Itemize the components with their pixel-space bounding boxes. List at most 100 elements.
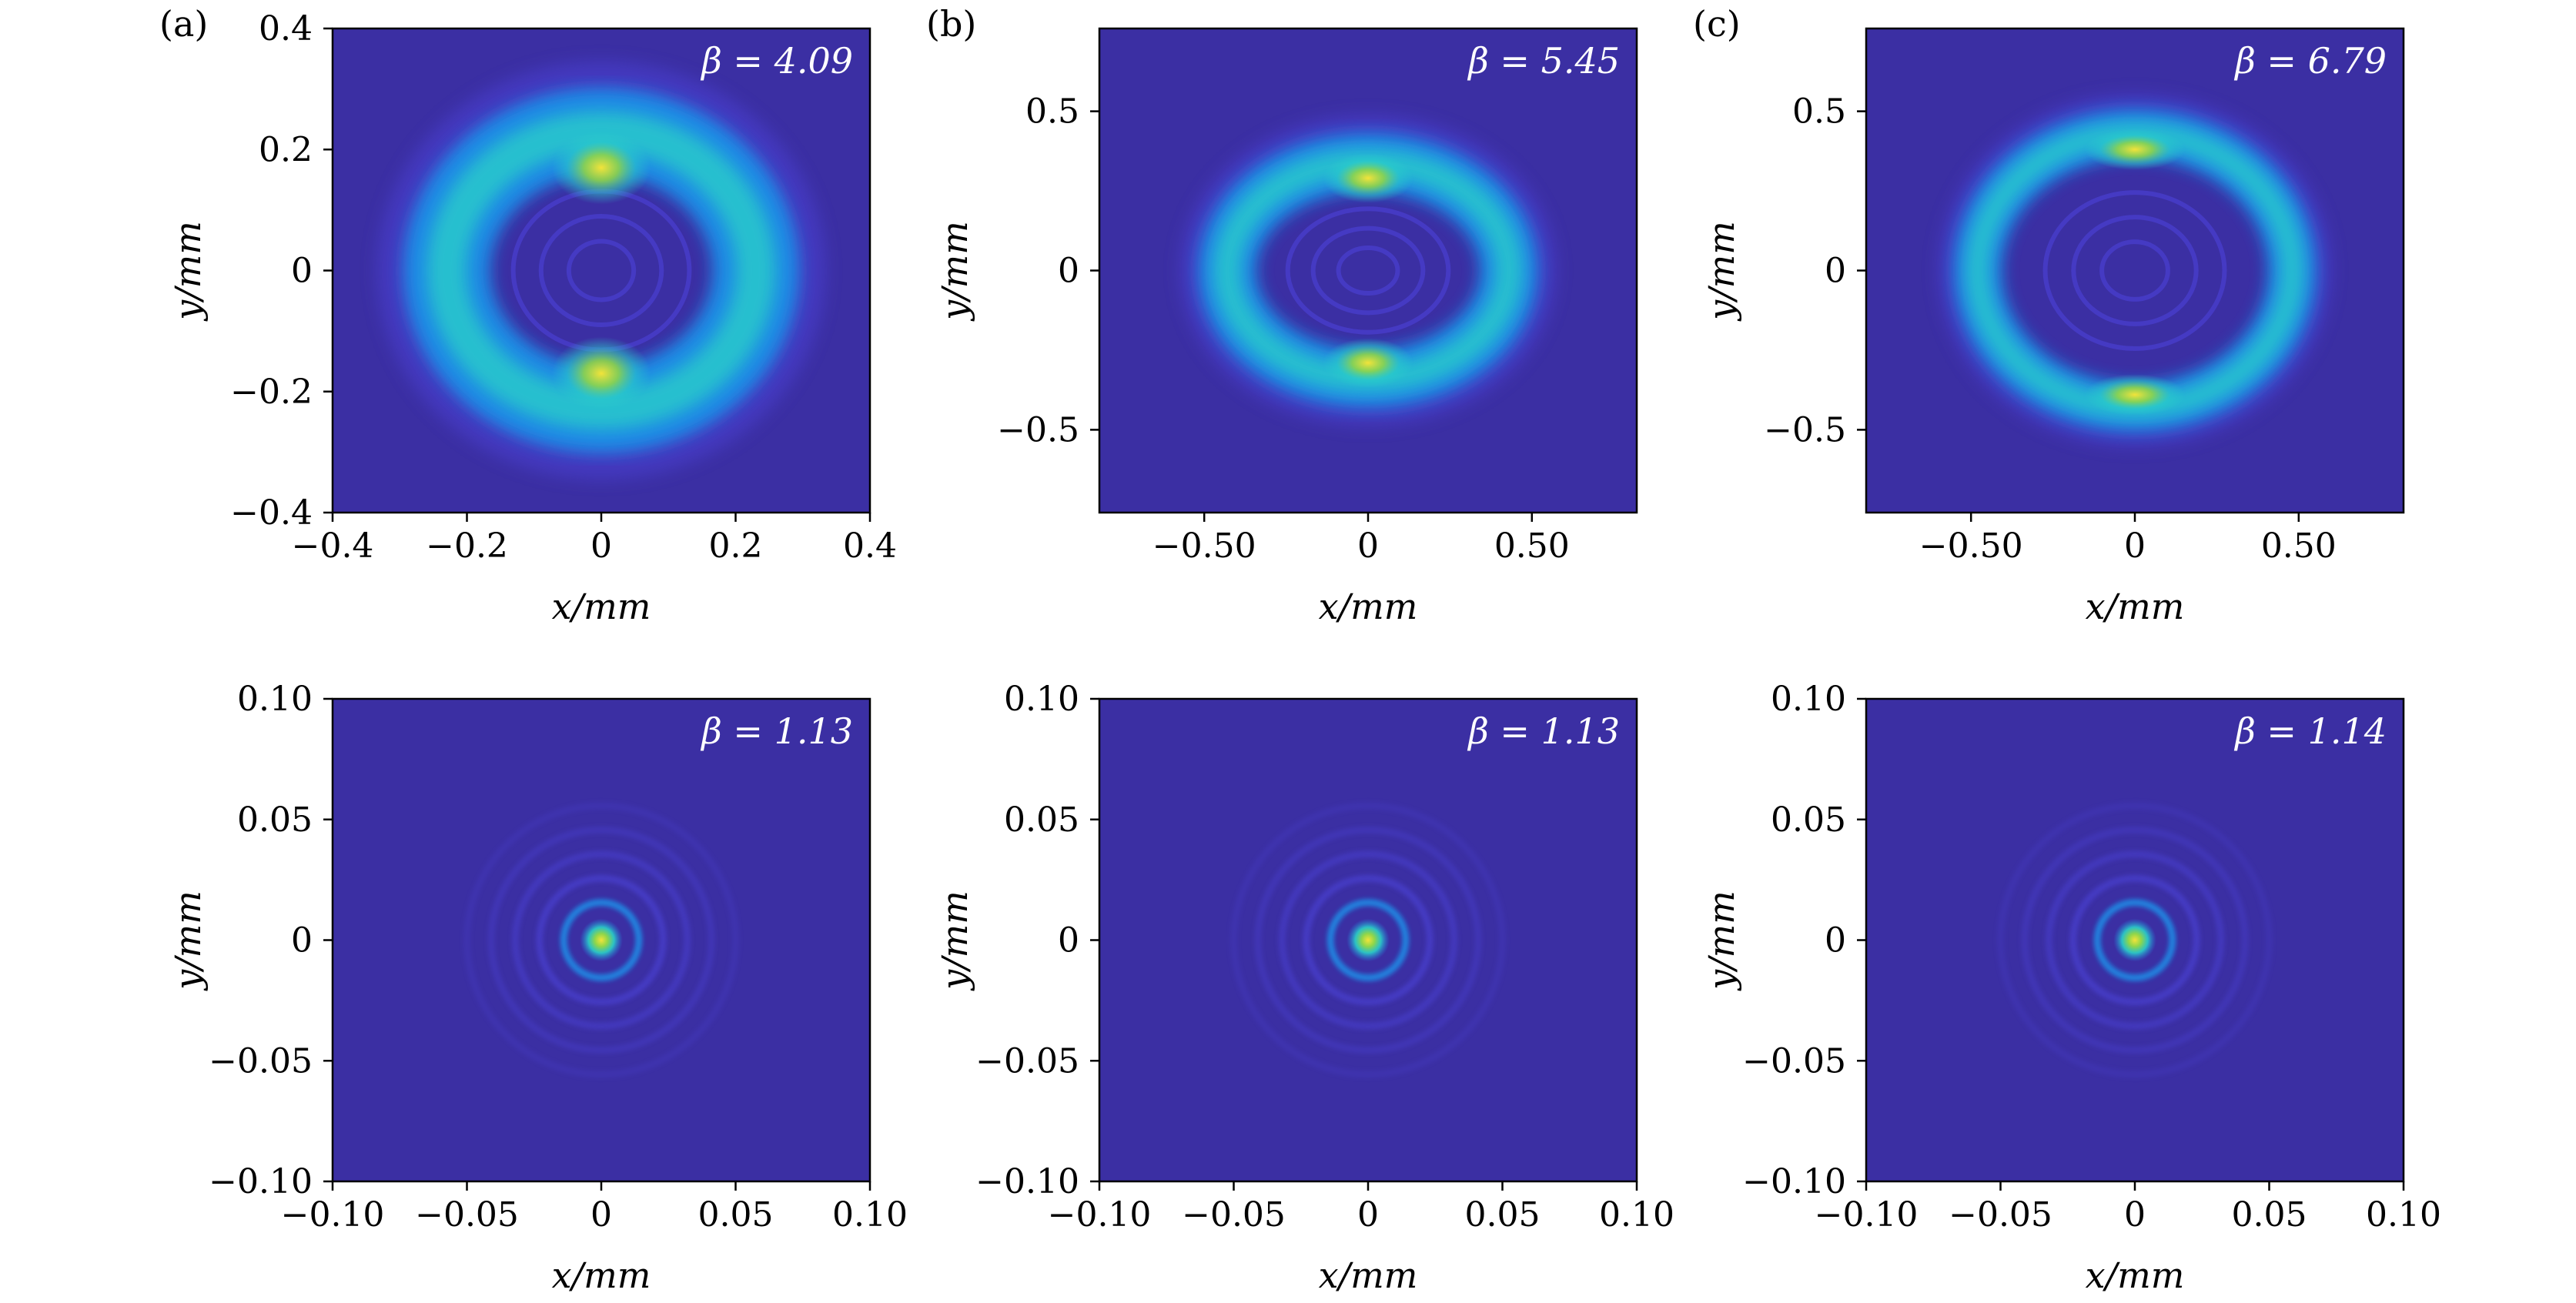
x-tick-label: 0.10 — [1599, 1195, 1674, 1235]
panel-label: (c) — [1693, 3, 1741, 45]
beta-label: β = 5.45 — [1467, 40, 1620, 82]
x-tick-label: 0 — [2124, 1195, 2146, 1235]
airy-core — [580, 918, 623, 962]
y-tick-label: 0.10 — [1771, 680, 1846, 719]
y-tick-label: 0.05 — [1004, 800, 1079, 840]
panel-6: −0.10 −0.05 0 0.05 0.10 −0.10 −0.05 0 0.05 0.10 x/… — [1701, 680, 2441, 1296]
y-tick-label: 0 — [1825, 252, 1846, 291]
airy-ring — [1254, 826, 1482, 1054]
y-tick-label: 0.4 — [259, 9, 313, 48]
y-tick-label: 0 — [291, 252, 313, 291]
panel-2: −0.50 0 0.50−0.500.5x/mmy/mmβ = 5.45(b) — [926, 3, 1638, 627]
airy-ring — [1230, 802, 1506, 1078]
airy-core — [2113, 918, 2156, 962]
beta-label: β = 1.13 — [1467, 710, 1620, 752]
x-axis-label: x/mm — [1319, 586, 1418, 627]
y-tick-label: −0.5 — [1764, 410, 1846, 449]
y-axis-label: y/mm — [1701, 221, 1742, 322]
y-tick-label: −0.5 — [997, 410, 1079, 449]
x-axis-label: x/mm — [2086, 586, 2185, 627]
y-axis-label: y/mm — [934, 890, 975, 991]
y-tick-label: 0.10 — [237, 680, 313, 719]
airy-ring — [487, 826, 715, 1054]
ring-halo — [1938, 94, 2332, 447]
y-tick-label: 0 — [1825, 921, 1846, 961]
heatmap-content — [1230, 802, 1506, 1078]
y-axis-label: y/mm — [934, 221, 975, 322]
hotspot — [551, 131, 651, 205]
airy-ring — [2045, 850, 2225, 1030]
airy-ring — [1303, 874, 1434, 1006]
y-tick-label: 0.05 — [1771, 800, 1846, 840]
x-tick-label: −0.10 — [281, 1195, 385, 1235]
beta-label: β = 6.79 — [2233, 40, 2387, 82]
x-tick-label: −0.05 — [1182, 1195, 1286, 1235]
panel-3: −0.50 0 0.50−0.500.5x/mmy/mmβ = 6.79(c) — [1693, 3, 2405, 627]
x-tick-label: 0 — [2124, 526, 2146, 566]
airy-ring — [1326, 899, 1410, 981]
airy-ring — [463, 802, 739, 1078]
y-tick-label: −0.4 — [230, 493, 313, 533]
x-tick-label: 0.10 — [832, 1195, 908, 1235]
beta-label: β = 1.13 — [700, 710, 853, 752]
ring-halo — [376, 61, 826, 480]
y-axis-label: y/mm — [167, 221, 209, 322]
x-tick-label: 0 — [1357, 526, 1379, 566]
y-axis-label: y/mm — [167, 890, 209, 991]
hotspot — [551, 336, 651, 410]
x-axis-label: x/mm — [552, 586, 651, 627]
panel-label: (a) — [159, 3, 208, 45]
hotspot — [1323, 338, 1413, 388]
y-axis-label: y/mm — [1701, 890, 1742, 991]
airy-ring — [2093, 899, 2176, 981]
x-tick-label: −0.50 — [1919, 526, 2023, 566]
heatmap-content — [1938, 94, 2332, 447]
x-tick-label: −0.10 — [1048, 1195, 1152, 1235]
airy-ring — [511, 850, 691, 1030]
x-axis-label: x/mm — [552, 1255, 651, 1296]
y-tick-label: 0 — [1058, 252, 1079, 291]
x-tick-label: 0.2 — [709, 526, 763, 566]
hotspot — [2084, 129, 2186, 171]
heatmap-content — [1179, 115, 1557, 426]
airy-ring — [560, 899, 643, 981]
y-tick-label: 0.5 — [1792, 92, 1846, 132]
x-tick-label: −0.10 — [1815, 1195, 1919, 1235]
x-tick-label: 0 — [1357, 1195, 1379, 1235]
y-tick-label: 0 — [1058, 921, 1079, 961]
beta-label: β = 4.09 — [700, 40, 853, 82]
x-tick-label: −0.05 — [415, 1195, 519, 1235]
y-tick-label: 0.05 — [237, 800, 313, 840]
x-tick-label: 0 — [590, 526, 612, 566]
airy-ring — [2069, 874, 2200, 1006]
hotspot — [2084, 374, 2186, 416]
x-tick-label: −0.50 — [1153, 526, 1256, 566]
y-tick-label: 0.5 — [1025, 92, 1079, 132]
y-tick-label: 0.10 — [1004, 680, 1079, 719]
y-tick-label: −0.05 — [209, 1041, 313, 1081]
x-tick-label: 0.50 — [2261, 526, 2337, 566]
panel-label: (b) — [926, 3, 976, 45]
heatmap-content — [376, 61, 826, 480]
panel-4: −0.10 −0.05 0 0.05 0.10 −0.10 −0.05 0 0.05 0.10 x/… — [167, 680, 908, 1296]
x-tick-label: −0.05 — [1949, 1195, 2052, 1235]
x-axis-label: x/mm — [2086, 1255, 2185, 1296]
x-tick-label: 0.50 — [1494, 526, 1570, 566]
y-tick-label: −0.05 — [1742, 1041, 1846, 1081]
x-tick-label: −0.4 — [292, 526, 374, 566]
airy-core — [1347, 918, 1390, 962]
hotspot — [1323, 153, 1413, 203]
x-tick-label: 0.05 — [2232, 1195, 2307, 1235]
airy-ring — [1997, 802, 2273, 1078]
y-tick-label: −0.10 — [209, 1162, 313, 1201]
heatmap-content — [463, 802, 739, 1078]
panels: −0.4 −0.2 0 0.2 0.4 −0.4 −0.2 0 0.2 0.4 x/mm y/mm β … — [159, 3, 2441, 1296]
y-tick-label: −0.05 — [975, 1041, 1079, 1081]
y-tick-label: −0.2 — [230, 373, 313, 412]
y-tick-label: 0 — [291, 921, 313, 961]
x-axis-label: x/mm — [1319, 1255, 1418, 1296]
x-tick-label: 0.05 — [698, 1195, 774, 1235]
airy-ring — [2021, 826, 2249, 1054]
panel-1: −0.4 −0.2 0 0.2 0.4 −0.4 −0.2 0 0.2 0.4 x/mm y/mm β … — [159, 3, 897, 627]
